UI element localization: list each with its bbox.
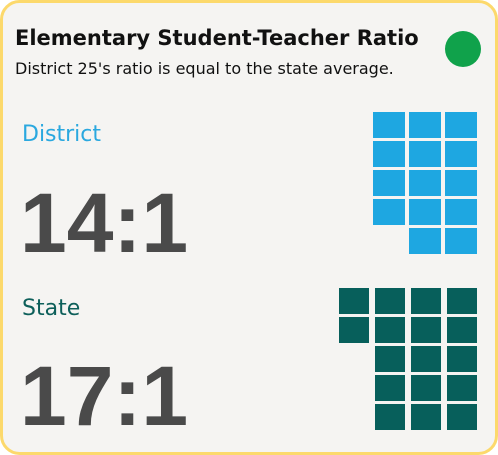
ratio-square [339, 288, 369, 314]
ratio-square [409, 112, 441, 138]
ratio-square [339, 317, 369, 343]
group-label: State [22, 296, 80, 321]
ratio-square [445, 228, 477, 254]
ratio-square [411, 404, 441, 430]
ratio-square [373, 141, 405, 167]
title: Elementary Student-Teacher Ratio [15, 26, 419, 50]
ratio-square [447, 288, 477, 314]
ratio-square [411, 346, 441, 372]
ratio-square [375, 375, 405, 401]
ratio-square [445, 170, 477, 196]
ratio-square [409, 170, 441, 196]
ratio-square [411, 317, 441, 343]
ratio-square [411, 288, 441, 314]
status-dot [445, 31, 481, 67]
ratio-square [409, 141, 441, 167]
subtitle: District 25's ratio is equal to the stat… [15, 59, 394, 78]
ratio-square [445, 141, 477, 167]
ratio-square [447, 317, 477, 343]
ratio-square [373, 170, 405, 196]
ratio-square [375, 317, 405, 343]
ratio-square [373, 199, 405, 225]
ratio-square [447, 375, 477, 401]
ratio-square [445, 112, 477, 138]
ratio: 14:1 [20, 176, 188, 270]
ratio-square [375, 346, 405, 372]
ratio-square [409, 228, 441, 254]
ratio-square [375, 288, 405, 314]
group-label: District [22, 122, 101, 147]
ratio-square [375, 404, 405, 430]
ratio-square [373, 112, 405, 138]
ratio-square [409, 199, 441, 225]
ratio-square [445, 199, 477, 225]
ratio-square [411, 375, 441, 401]
ratio: 17:1 [20, 349, 188, 443]
ratio-square [447, 346, 477, 372]
ratio-square [447, 404, 477, 430]
